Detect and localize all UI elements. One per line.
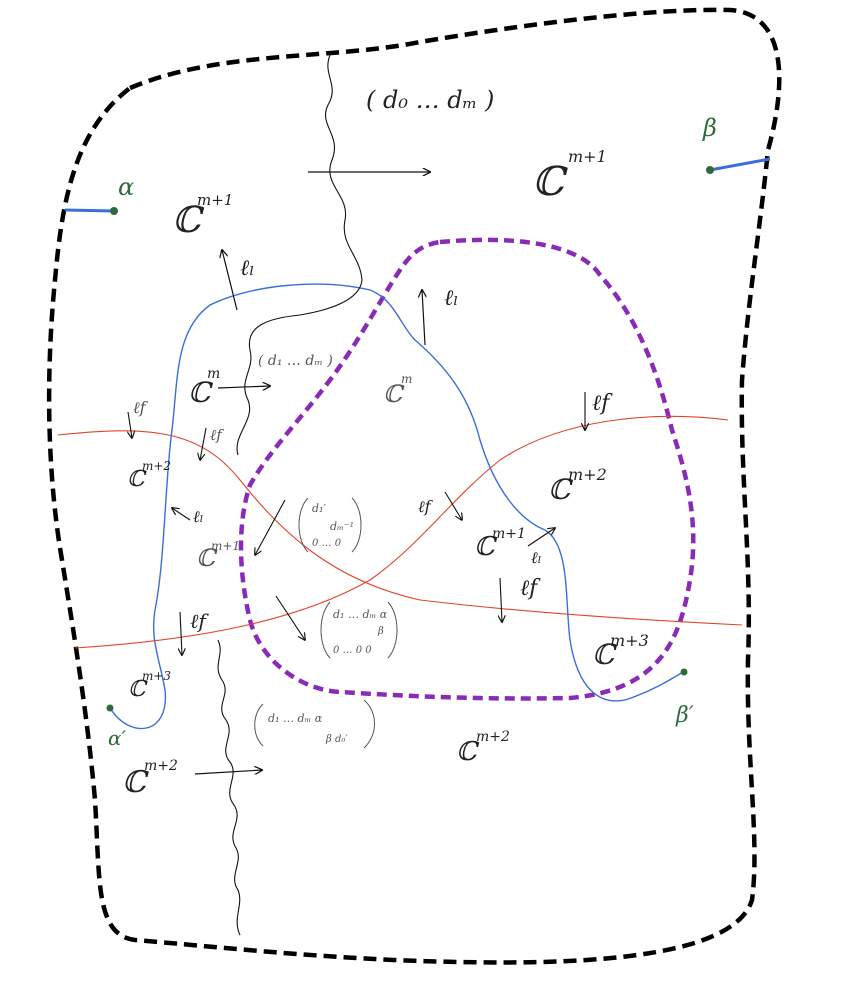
svg-text:ℂ: ℂ	[474, 532, 498, 562]
alpha-prime-label: α′	[108, 726, 127, 750]
arrow-l-3	[172, 508, 191, 521]
svg-text:m+1: m+1	[492, 526, 526, 542]
label-l-3: ℓₗ	[193, 507, 204, 526]
space-bottom-left: ℂ m+2	[122, 758, 178, 800]
arrow-f-2	[200, 427, 207, 460]
matrix-bottom: d₁ … dₘ α β d₀′	[254, 699, 375, 749]
label-f-1: ℓf	[133, 398, 149, 417]
arrow-center-1	[255, 499, 286, 555]
svg-text:0 … 0 0: 0 … 0 0	[333, 645, 372, 656]
matrix-top: ( d₀ … dₘ )	[366, 86, 494, 114]
space-top-right: ℂ m+1	[532, 147, 607, 205]
label-f-2: ℓf	[210, 426, 224, 444]
label-l-4: ℓₗ	[531, 548, 542, 567]
svg-text:ℂ: ℂ	[122, 765, 149, 800]
wavy-line-top	[236, 54, 363, 456]
svg-text:ℂ: ℂ	[172, 200, 205, 241]
label-l-left: ℓₗ	[240, 256, 255, 281]
svg-text:m+3: m+3	[610, 631, 649, 650]
alpha-point	[110, 207, 118, 215]
arrow-l-4	[527, 528, 555, 547]
space-right-mid: ℂ m+2	[548, 465, 607, 506]
arrow-f-4	[444, 491, 462, 520]
svg-text:ℂ: ℂ	[188, 376, 214, 409]
svg-text:m+1: m+1	[197, 191, 233, 209]
matrix-center: d₁′ dₘ⁻¹ 0 … 0	[298, 497, 362, 553]
label-f-5: ℓf	[520, 576, 541, 601]
svg-text:m+2: m+2	[142, 459, 171, 473]
space-left-low: ℂ m+3	[128, 669, 171, 702]
svg-text:d₁ … dₘ α: d₁ … dₘ α	[268, 712, 323, 725]
svg-text:ℂ: ℂ	[128, 677, 148, 702]
svg-text:ℂ: ℂ	[548, 473, 574, 506]
svg-text:m+2: m+2	[568, 465, 607, 484]
beta-prime-point	[680, 668, 688, 676]
space-center-right: ℂ m+1	[474, 526, 526, 562]
alpha-prime-point	[106, 704, 114, 712]
arrow-f-5	[500, 577, 502, 622]
arrow-l-right	[422, 290, 425, 346]
arrow-f-1	[128, 411, 132, 438]
arrow-blue	[217, 386, 270, 388]
space-top-left: ℂ m+1	[172, 191, 233, 241]
beta-point	[706, 166, 714, 174]
svg-text:ℂ: ℂ	[592, 638, 618, 671]
svg-text:ℂ: ℂ	[456, 737, 480, 767]
matrix-lower: d₁ … dₘ α β 0 … 0 0	[320, 601, 398, 659]
label-f-4: ℓf	[418, 497, 434, 516]
label-f-6: ℓf	[190, 609, 209, 633]
svg-text:m+2: m+2	[144, 758, 178, 774]
label-f-3: ℓf	[592, 391, 613, 416]
svg-text:ℂ: ℂ	[383, 380, 405, 408]
svg-text:m+1: m+1	[211, 539, 240, 553]
svg-text:ℂ: ℂ	[532, 159, 568, 205]
inner-dashed-region	[238, 237, 696, 701]
svg-text:0 … 0: 0 … 0	[312, 538, 342, 549]
beta-segment	[709, 157, 771, 172]
svg-text:ℂ: ℂ	[196, 544, 218, 572]
alpha-label: α	[118, 173, 134, 201]
arrow-center-2	[275, 595, 305, 640]
svg-text:m: m	[207, 366, 220, 382]
space-left-mid: ℂ m+2	[127, 459, 171, 492]
label-l-right: ℓₗ	[444, 286, 459, 311]
beta-prime-label: β′	[675, 703, 694, 728]
alpha-segment	[64, 208, 115, 213]
blue-curve	[109, 283, 684, 730]
beta-label: β	[702, 114, 717, 142]
svg-text:m+1: m+1	[568, 147, 607, 166]
svg-text:β d₀′: β d₀′	[325, 734, 348, 745]
svg-text:m+3: m+3	[142, 669, 171, 683]
red-curve-2	[74, 415, 729, 649]
svg-text:d₁ … dₘ α: d₁ … dₘ α	[333, 608, 388, 621]
svg-text:m+2: m+2	[476, 729, 510, 745]
svg-text:d₁′: d₁′	[312, 502, 326, 515]
outer-boundary	[46, 7, 782, 965]
red-curve-1	[57, 430, 743, 626]
svg-text:ℂ: ℂ	[127, 467, 147, 492]
space-blue-left: ℂ m	[188, 366, 220, 409]
wavy-line-bottom	[217, 639, 241, 936]
space-bottom-right: ℂ m+2	[456, 729, 510, 767]
space-center-left: ℂ m+1	[196, 539, 240, 572]
svg-text:β: β	[377, 626, 384, 637]
space-blue-inner: ℂ m	[383, 372, 412, 408]
arrow-l-left	[222, 250, 238, 311]
matrix-blue: ( d₁ … dₘ )	[258, 353, 333, 369]
svg-text:m: m	[401, 372, 412, 386]
arrow-f-6	[180, 611, 182, 655]
svg-text:dₘ⁻¹: dₘ⁻¹	[330, 520, 354, 533]
space-right-low: ℂ m+3	[592, 631, 649, 671]
arrow-bottom	[194, 770, 262, 774]
